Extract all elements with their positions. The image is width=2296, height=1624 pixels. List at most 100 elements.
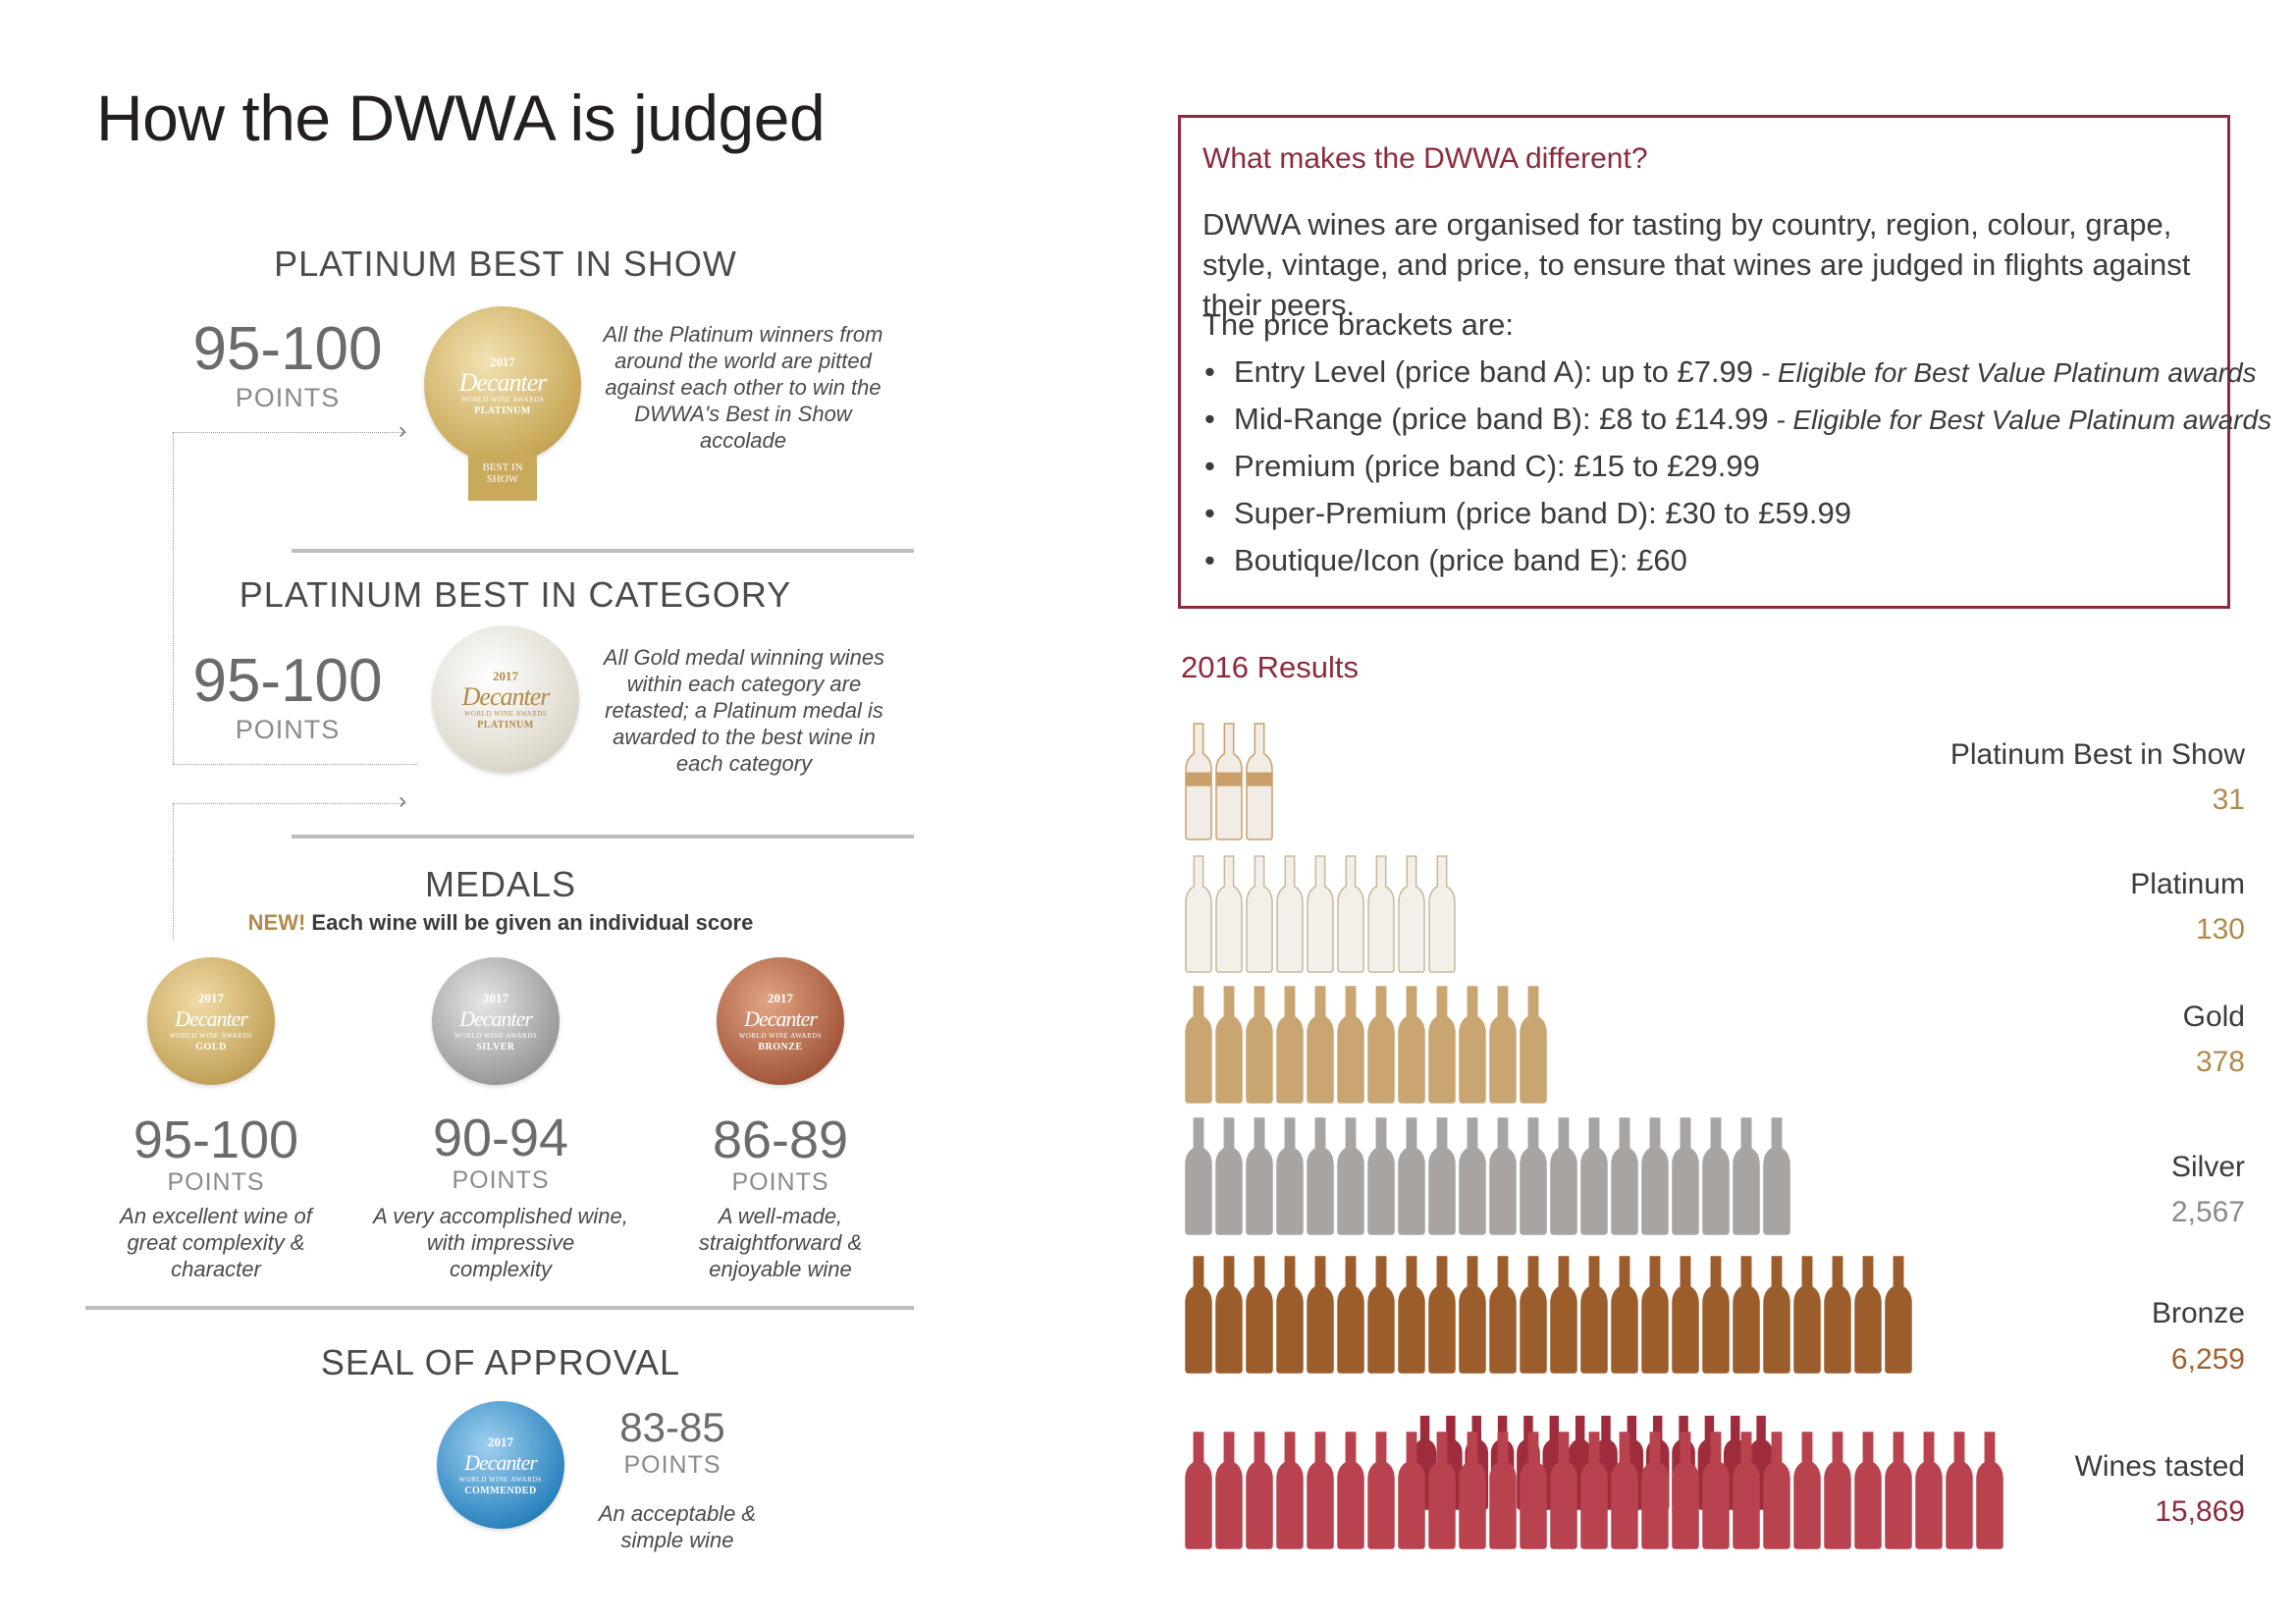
bottle-icon [1885,1256,1912,1374]
bottle-icon [1367,855,1395,973]
bottle-icon [1337,1117,1364,1235]
silver-medal: 2017 Decanter WORLD WINE AWARDS SILVER [432,957,560,1085]
bottle-icon [1641,1117,1669,1235]
bottle-icon [1702,1117,1730,1235]
bottle-label-band [1247,772,1272,786]
bottle-icon [1854,1256,1882,1374]
bottle-icon [1276,1256,1304,1374]
result-value: 31 [2212,784,2245,816]
bottle-icon [1185,1432,1212,1549]
best-in-category-description: All Gold medal winning wines within each… [603,645,885,776]
platinum-best-in-show-medal: 2017 Decanter WORLD WINE AWARDS PLATINUM… [424,306,591,503]
bottle-icon [1185,1117,1212,1235]
price-brackets-list: Entry Level (price band A): up to £7.99 … [1202,349,2271,584]
result-label: Silver [2170,1151,2245,1183]
new-score-note: NEW! Each wine will be given an individu… [247,910,754,935]
bottle-icon [1246,1432,1273,1549]
commended-medal: 2017 Decanter WORLD WINE AWARDS COMMENDE… [437,1401,564,1529]
bottle-icon [1398,1256,1425,1374]
seal-description: An acceptable & simple wine [598,1501,757,1552]
arrow-icon: › [399,417,406,444]
section-title-seal: SEAL OF APPROVAL [320,1342,681,1382]
points-range: 95-100 [192,315,383,383]
bottle-icon [1885,1432,1912,1549]
bottle-icon [1976,1432,2003,1549]
result-label: Bronze [2151,1297,2245,1329]
silver-points: 90-94 [432,1109,569,1167]
divider [292,835,914,839]
bottle-icon [1215,1256,1243,1374]
gold-description: An excellent wine of great complexity & … [120,1204,312,1281]
result-value: 2,567 [2170,1196,2245,1228]
new-badge: NEW! [247,910,306,935]
points-label: POINTS [731,1168,829,1196]
points-range: 95-100 [192,647,383,715]
bottle-icon [1520,1432,1547,1549]
bottle-label-band [1186,772,1211,786]
bottle-icon [1398,855,1425,973]
bottle-icon [1459,1256,1486,1374]
bottle-icon [1793,1432,1821,1549]
bottle-icon [1428,1117,1456,1235]
bottle-icon [1215,1432,1243,1549]
bottle-icon [1611,1432,1638,1549]
result-label: Platinum [2130,868,2245,900]
bottle-icon [1367,986,1395,1104]
bottle-icon [1611,1256,1638,1374]
bottle-icon [1185,1256,1212,1374]
bottle-icon [1337,1256,1364,1374]
bottle-icon [1641,1256,1669,1374]
bottle-icon [1276,1117,1304,1235]
bottle-icon [1337,986,1364,1104]
platinum-medal: 2017 Decanter WORLD WINE AWARDS PLATINUM [432,625,579,773]
bottle-icon [1398,1432,1425,1549]
best-in-show-ribbon: BEST IN SHOW [468,454,537,501]
bottle-icon [1520,1256,1547,1374]
box-paragraph: DWWA wines are organised for tasting by … [1202,207,2191,322]
points-label: POINTS [235,715,341,744]
list-item: Premium (price band C): £15 to £29.99 [1202,443,2271,490]
result-value: 6,259 [2170,1343,2245,1376]
bottle-icon [1489,1117,1517,1235]
bottle-icon [1307,1117,1334,1235]
section-title-best-in-category: PLATINUM BEST IN CATEGORY [239,574,792,615]
bottle-icon [1459,1432,1486,1549]
bottle-icon [1641,1432,1669,1549]
result-label: Wines tasted [2074,1450,2245,1483]
bottle-icon [1793,1256,1821,1374]
bottle-icon [1276,1432,1304,1549]
bottle-icon [1580,1432,1608,1549]
bottle-icon [1580,1117,1608,1235]
bottle-icon [1733,1117,1760,1235]
page-title: How the DWWA is judged [96,81,826,154]
bottle-icon [1489,986,1517,1104]
bottle-icon [1550,1256,1577,1374]
bottle-icon [1824,1256,1851,1374]
bottle-icon [1185,855,1212,973]
gold-medal: 2017 Decanter WORLD WINE AWARDS GOLD [147,957,275,1085]
bottle-icon [1428,1256,1456,1374]
divider [85,1306,914,1310]
bronze-medal: 2017 Decanter WORLD WINE AWARDS BRONZE [717,957,844,1085]
silver-description: A very accomplished wine, with impressiv… [373,1204,628,1281]
bottle-icon [1307,855,1334,973]
bottle-icon [1246,986,1273,1104]
arrow-icon: › [399,787,406,814]
bottle-icon [1367,1256,1395,1374]
dwwa-different-box: What makes the DWWA different? DWWA wine… [1178,115,2271,609]
box-title: What makes the DWWA different? [1202,142,1648,175]
connector-line [173,803,406,804]
bottle-icon [1215,855,1243,973]
bottle-icon [1428,1432,1456,1549]
connector-line [173,432,174,764]
bottle-icon [1337,855,1364,973]
bottle-icon [1550,1432,1577,1549]
bottle-icon [1428,986,1456,1104]
bottle-icon [1672,1256,1699,1374]
result-label: Platinum Best in Show [1949,738,2245,771]
bottle-icon [1276,986,1304,1104]
bottle-icon [1824,1432,1851,1549]
connector-line [173,432,406,433]
bottle-icon [1854,1432,1882,1549]
